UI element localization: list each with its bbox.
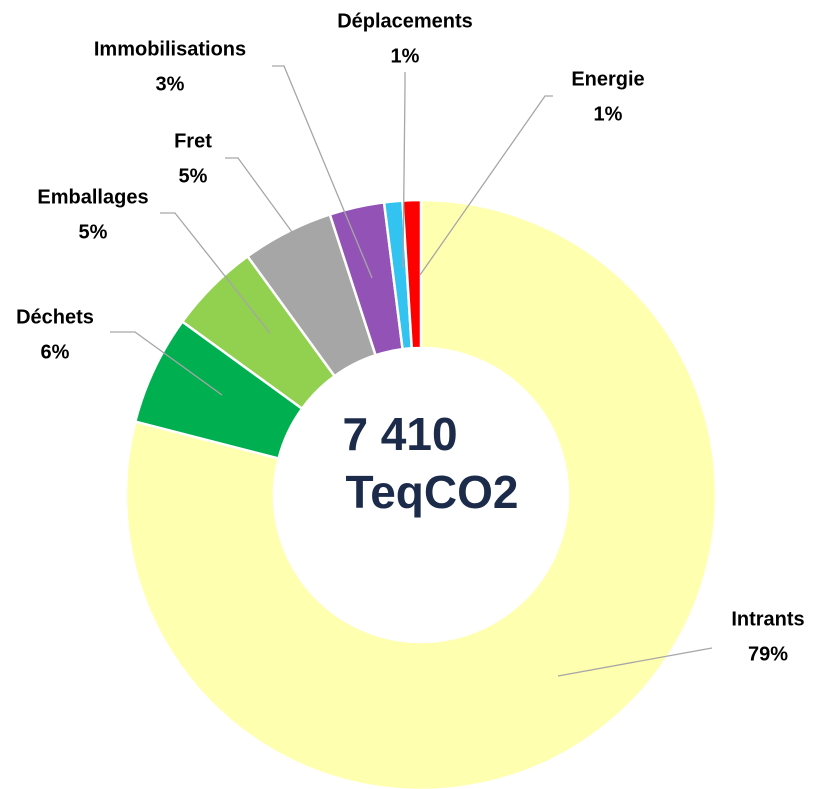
value-label: 6% <box>41 341 70 363</box>
category-label: Déplacements <box>337 10 473 32</box>
center-label: 7 410 <box>342 408 457 460</box>
category-label: Fret <box>174 130 212 152</box>
donut-segment <box>401 198 423 350</box>
leader-line <box>110 331 223 396</box>
donut-segment <box>124 198 718 789</box>
category-label: Déchets <box>16 306 94 328</box>
donut: Intrants 79% Déchets 6% Emballages 5% Fret 5% Im… <box>16 10 805 789</box>
value-label: 79% <box>748 643 788 665</box>
center-label: TeqCO2 <box>346 466 519 518</box>
value-label: 5% <box>179 165 208 187</box>
leader-line <box>225 157 293 233</box>
value-label: 1% <box>391 45 420 67</box>
value-label: 1% <box>594 103 623 125</box>
leader-line <box>272 65 373 279</box>
leader-line <box>402 72 406 269</box>
leader-line <box>160 212 271 334</box>
value-label: 3% <box>156 73 185 95</box>
category-label: Emballages <box>37 186 148 208</box>
leader-line <box>557 647 713 677</box>
leader-line <box>419 95 553 276</box>
value-label: 5% <box>79 221 108 243</box>
category-label: Immobilisations <box>94 38 246 60</box>
category-label: Intrants <box>731 608 804 630</box>
category-label: Energie <box>571 68 644 90</box>
